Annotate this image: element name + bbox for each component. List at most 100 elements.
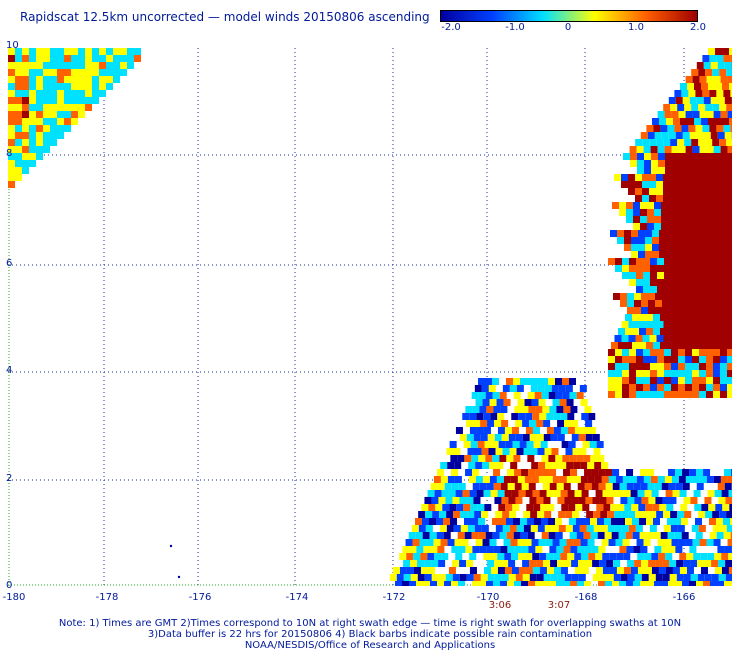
wind-cell	[665, 160, 672, 167]
wind-cell	[538, 448, 545, 455]
wind-cell	[540, 567, 547, 574]
wind-cell	[57, 132, 64, 139]
wind-cell	[583, 455, 590, 462]
wind-cell	[667, 125, 674, 132]
wind-cell	[629, 321, 636, 328]
wind-cell	[451, 546, 458, 553]
wind-cell	[85, 55, 92, 62]
wind-cell	[686, 111, 693, 118]
wind-cell	[8, 132, 15, 139]
wind-cell	[542, 406, 549, 413]
wind-cell	[553, 399, 560, 406]
wind-cell	[505, 490, 512, 497]
wind-cell	[692, 356, 699, 363]
wind-cell	[638, 237, 645, 244]
wind-cell	[714, 539, 721, 546]
wind-cell	[493, 469, 500, 476]
wind-cell	[683, 132, 690, 139]
wind-cell	[482, 462, 489, 469]
wind-cell	[549, 392, 556, 399]
wind-cell	[510, 462, 517, 469]
wind-cell	[661, 532, 668, 539]
wind-cell	[531, 448, 538, 455]
wind-cell	[36, 146, 43, 153]
wind-cell	[530, 574, 537, 581]
wind-cell	[727, 272, 732, 279]
wind-cell	[716, 518, 723, 525]
wind-cell	[720, 349, 727, 356]
wind-cell	[497, 413, 504, 420]
wind-cell	[699, 349, 706, 356]
wind-cell	[434, 553, 441, 560]
wind-cell	[716, 90, 723, 97]
wind-cell	[522, 420, 529, 427]
wind-cell	[57, 62, 64, 69]
wind-cell	[634, 483, 641, 490]
wind-cell	[22, 132, 29, 139]
wind-cell	[652, 230, 659, 237]
wind-cell	[637, 553, 644, 560]
wind-cell	[533, 504, 540, 511]
wind-cell	[713, 349, 720, 356]
wind-cell	[15, 146, 22, 153]
wind-cell	[676, 132, 683, 139]
wind-cell	[435, 490, 442, 497]
wind-cell	[688, 314, 695, 321]
wind-cell	[605, 469, 612, 476]
wind-cell	[678, 384, 685, 391]
wind-cell	[22, 111, 29, 118]
wind-cell	[445, 497, 452, 504]
wind-cell	[708, 48, 715, 55]
wind-cell	[495, 434, 502, 441]
wind-cell	[692, 286, 699, 293]
wind-cell	[729, 504, 732, 511]
wind-cell	[706, 377, 713, 384]
wind-cell	[600, 574, 607, 581]
wind-cell	[569, 441, 576, 448]
wind-cell	[630, 146, 637, 153]
wind-cell	[539, 399, 546, 406]
wind-cell	[519, 490, 526, 497]
wind-cell	[512, 567, 519, 574]
wind-cell	[422, 518, 429, 525]
wind-cell	[704, 560, 711, 567]
wind-cell	[57, 97, 64, 104]
wind-cell	[704, 132, 711, 139]
swath-time: 3:06	[489, 600, 511, 611]
wind-cell	[548, 518, 555, 525]
wind-cell	[615, 363, 622, 370]
wind-cell	[688, 342, 695, 349]
wind-cell	[99, 62, 106, 69]
wind-cell	[620, 483, 627, 490]
wind-cell	[591, 469, 598, 476]
wind-cell	[472, 392, 479, 399]
wind-cell	[489, 462, 496, 469]
wind-cell	[521, 581, 528, 586]
wind-cell	[711, 293, 718, 300]
wind-cell	[694, 118, 701, 125]
wind-cell	[402, 581, 409, 586]
wind-cell	[557, 420, 564, 427]
wind-cell	[560, 476, 567, 483]
wind-cell	[645, 230, 652, 237]
wind-cell	[634, 497, 641, 504]
wind-cell	[57, 55, 64, 62]
wind-cell	[632, 328, 639, 335]
wind-cell	[57, 90, 64, 97]
wind-cell	[702, 328, 709, 335]
wind-cell	[580, 385, 587, 392]
wind-cell	[85, 62, 92, 69]
wind-cell	[472, 546, 479, 553]
wind-cell	[634, 300, 641, 307]
wind-cell	[568, 427, 575, 434]
wind-cell	[723, 55, 730, 62]
wind-cell	[645, 567, 652, 574]
wind-cell	[610, 567, 617, 574]
wind-cell	[455, 476, 462, 483]
wind-cell	[468, 525, 475, 532]
wind-cell	[574, 476, 581, 483]
wind-cell	[449, 490, 456, 497]
wind-cell	[713, 391, 720, 398]
wind-cell	[617, 237, 624, 244]
wind-cell	[691, 188, 698, 195]
